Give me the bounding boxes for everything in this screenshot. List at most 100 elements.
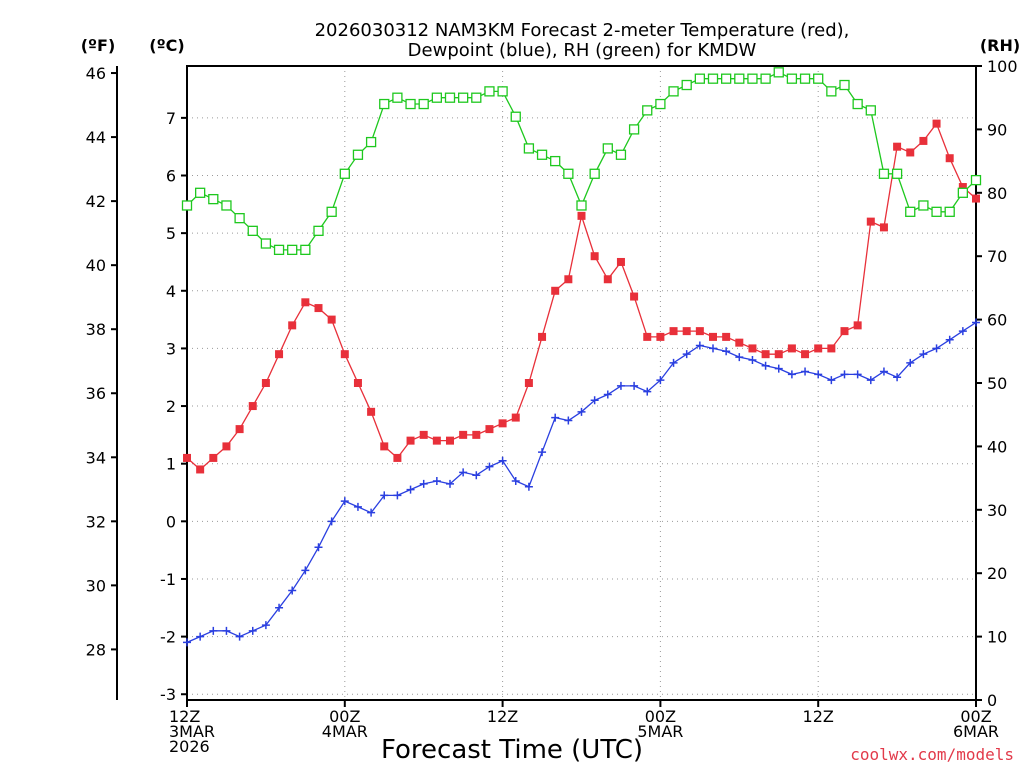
rh-tick-label: 0 xyxy=(987,691,997,710)
dewpoint-point xyxy=(419,479,428,488)
temperature-point xyxy=(248,402,257,411)
dewpoint-point xyxy=(932,344,941,353)
dewpoint-point xyxy=(590,396,599,405)
plot-frame xyxy=(186,65,977,701)
rh-point xyxy=(628,124,640,135)
temperature-point xyxy=(432,436,441,445)
temperature-point xyxy=(853,321,862,330)
rh-point xyxy=(352,149,364,160)
dewpoint-point xyxy=(722,347,731,356)
dewpoint-point xyxy=(814,370,823,379)
temperature-point xyxy=(511,413,520,422)
dewpoint-point xyxy=(919,350,928,359)
rh-point xyxy=(300,244,311,256)
temperature-point xyxy=(340,350,349,359)
dewpoint-point xyxy=(603,390,612,399)
dewpoint-point xyxy=(235,632,244,641)
rh-point xyxy=(905,206,916,217)
rh-point xyxy=(221,200,232,211)
dewpoint-point xyxy=(327,517,336,526)
fahrenheit-tick-label: 36 xyxy=(86,384,106,403)
temperature-point xyxy=(353,379,362,387)
temperature-point xyxy=(261,379,270,387)
rh-point xyxy=(287,244,298,256)
series-temperature xyxy=(183,119,980,474)
fahrenheit-tick-label: 28 xyxy=(86,640,106,659)
x-tick-label: 00Z xyxy=(645,707,676,726)
temperature-point xyxy=(643,332,652,341)
temperature-point xyxy=(801,350,810,359)
dewpoint-point xyxy=(840,370,849,379)
rh-point xyxy=(813,73,824,84)
credit-text: coolwx.com/models xyxy=(850,745,1014,764)
temperature-point xyxy=(630,292,639,301)
dewpoint-point xyxy=(314,543,323,552)
celsius-tick-label: 1 xyxy=(166,455,176,474)
rh-point xyxy=(668,86,679,97)
dewpoint-point xyxy=(709,344,717,353)
rh-tick-label: 10 xyxy=(987,628,1007,647)
rh-point xyxy=(563,168,574,179)
fahrenheit-tick-label: 38 xyxy=(86,320,106,339)
fahrenheit-tick-label: 44 xyxy=(86,128,106,147)
rh-tick-label: 20 xyxy=(987,564,1007,583)
temperature-point xyxy=(748,344,757,353)
dewpoint-point xyxy=(380,491,389,500)
temperature-point xyxy=(590,252,599,261)
dewpoint-point xyxy=(643,387,652,396)
celsius-tick-label: 6 xyxy=(166,167,176,186)
rh-point xyxy=(694,73,705,84)
rh-point xyxy=(444,92,456,103)
temperature-point xyxy=(222,442,231,451)
celsius-tick-label: 0 xyxy=(166,512,176,531)
celsius-tick-label: 2 xyxy=(166,397,176,416)
temperature-point xyxy=(393,453,402,462)
rh-point xyxy=(392,92,403,103)
celsius-tick-label: -2 xyxy=(160,628,176,647)
rh-point xyxy=(786,73,798,84)
temperature-point xyxy=(932,119,941,128)
rh-unit-label: (RH) xyxy=(980,36,1020,55)
rh-point xyxy=(931,206,942,217)
dewpoint-point xyxy=(695,341,704,350)
temperature-point xyxy=(709,332,717,341)
rh-point xyxy=(747,73,758,84)
dewpoint-point xyxy=(498,456,507,465)
rh-point xyxy=(471,92,482,103)
temperature-point xyxy=(761,350,770,359)
tick-labels: -3-2-10123456728303234363840424446010203… xyxy=(86,57,1018,756)
rh-point xyxy=(457,92,469,103)
temperature-point xyxy=(498,419,507,428)
temperature-point xyxy=(419,430,428,439)
dewpoint-point xyxy=(301,566,310,575)
temperature-point xyxy=(314,304,323,313)
temperature-point xyxy=(972,194,980,203)
fahrenheit-tick-label: 32 xyxy=(86,512,106,531)
x-tick-label: 00Z xyxy=(960,707,991,726)
temperature-point xyxy=(827,344,836,353)
rh-tick-label: 50 xyxy=(987,374,1007,393)
celsius-tick-label: -3 xyxy=(160,685,176,704)
rh-tick-label: 60 xyxy=(987,311,1007,330)
temperature-point xyxy=(551,286,560,295)
dewpoint-point xyxy=(353,502,362,511)
rh-tick-label: 70 xyxy=(987,247,1007,266)
fahrenheit-tick-label: 40 xyxy=(86,256,106,275)
dewpoint-point xyxy=(801,367,810,376)
dewpoint-point xyxy=(748,355,757,364)
temperature-point xyxy=(288,321,297,330)
dewpoint-point xyxy=(472,471,481,480)
dewpoint-point xyxy=(669,358,678,367)
rh-point xyxy=(970,174,982,186)
rh-point xyxy=(181,200,193,211)
rh-point xyxy=(839,79,850,91)
dewpoint-point xyxy=(432,476,441,485)
rh-point xyxy=(536,149,548,160)
temperature-point xyxy=(656,332,665,341)
rh-point xyxy=(510,111,521,122)
rh-point xyxy=(208,193,219,205)
temperature-point xyxy=(840,327,849,336)
rh-point xyxy=(826,86,837,97)
rh-point xyxy=(760,73,771,84)
